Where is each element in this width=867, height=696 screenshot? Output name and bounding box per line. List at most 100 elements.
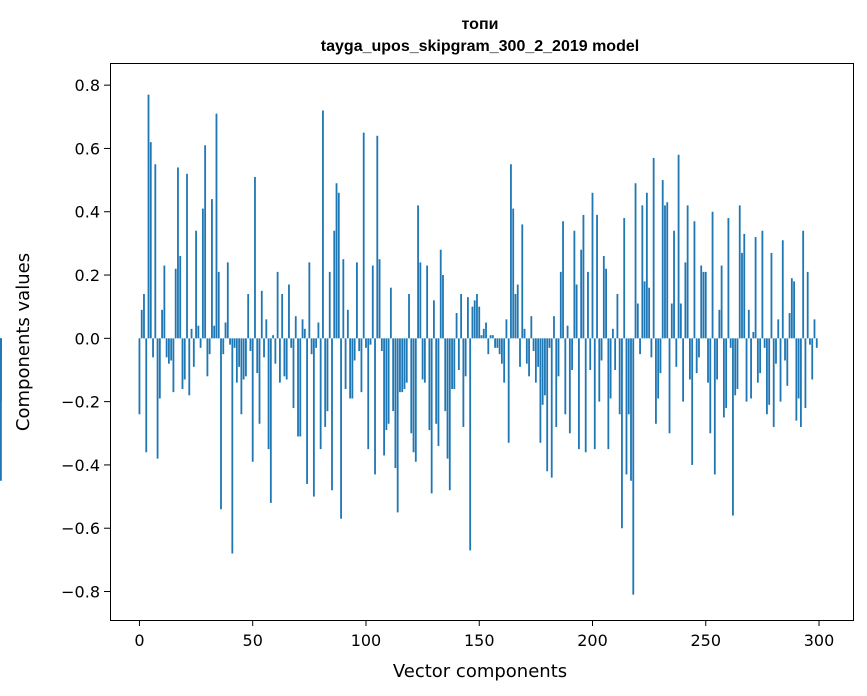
bar-92 [346,309,349,339]
bar-10 [161,309,163,339]
chart-title: топи [462,16,499,33]
bar-154 [487,338,490,355]
bar-22 [188,338,191,396]
bar-28 [201,208,204,339]
bar-239 [679,303,682,339]
bar-121 [412,338,415,453]
bar-288 [790,278,793,339]
bar-155 [489,335,492,339]
bar-263 [734,338,737,396]
bar-215 [625,338,628,475]
bar-32 [211,199,213,339]
bar-134 [442,275,444,339]
y-tick-label: 0.6 [75,139,100,158]
bar-74 [306,338,308,484]
bar-206 [605,268,607,339]
bar-113 [394,338,397,469]
bar-252 [709,338,712,434]
bar-95 [353,338,356,361]
bar-226 [650,338,653,358]
bar-102 [369,338,372,345]
bar-241 [684,262,687,339]
bar-83 [326,338,329,412]
y-tick-label: −0.2 [61,393,100,412]
bar-207 [607,338,610,450]
bar-169 [521,224,524,339]
bar-87 [335,183,338,339]
bar-269 [747,309,750,339]
bar-164 [510,164,512,339]
bar-133 [439,249,442,339]
bar-47 [245,338,247,377]
bar-138 [451,338,453,389]
bar-36 [220,338,222,510]
bar-152 [482,328,485,339]
bar-204 [600,338,603,361]
bar-149 [476,294,478,339]
bar-114 [396,338,399,513]
bar-228 [655,338,657,424]
bar-31 [208,338,211,355]
bar-287 [788,313,791,339]
bar-267 [743,233,746,339]
bar-184 [555,338,558,427]
bar-182 [550,338,553,478]
y-tick-label: 0.8 [75,76,100,95]
bar-197 [584,338,587,453]
bar-216 [627,338,630,415]
bar-171 [525,338,528,364]
bar-232 [664,205,666,339]
bar-268 [745,338,748,402]
bar-161 [503,338,506,383]
bar-105 [376,135,379,339]
bar-96 [356,262,358,339]
bar-273 [756,338,759,383]
bar-89 [340,338,342,519]
bar-104 [374,338,376,475]
bar-undefined [0,338,2,402]
bar-43 [235,338,238,383]
bar-151 [480,335,483,339]
bar-64 [283,338,286,377]
bar-265 [738,205,741,339]
bar-254 [713,338,716,475]
bar-99 [362,132,365,339]
bar-84 [328,271,331,339]
bar-146 [469,338,472,551]
bar-246 [695,338,698,374]
bar-294 [804,338,807,408]
bar-132 [437,338,440,446]
bar-37 [222,338,225,355]
bar-255 [716,338,718,380]
bar-52 [256,338,259,374]
bar-51 [254,176,256,339]
bar-67 [290,338,293,348]
bar-183 [553,316,555,339]
bar-167 [516,284,519,339]
bar-296 [809,338,811,345]
bar-23 [190,328,193,339]
bar-220 [636,303,639,339]
bar-undefined [0,338,2,481]
bar-227 [652,157,655,339]
bar-262 [732,338,734,516]
bar-98 [360,338,363,393]
bar-157 [494,338,496,348]
x-tick-label: 300 [804,631,835,650]
bar-30 [206,338,209,377]
bar-142 [460,294,463,339]
bar-236 [673,230,675,339]
bar-120 [410,338,413,434]
bar-260 [727,218,730,339]
bar-198 [587,271,589,339]
bar-88 [337,192,340,339]
bar-124 [419,262,422,339]
x-tick-label: 150 [464,631,495,650]
bar-271 [752,332,755,339]
bar-266 [741,252,743,339]
bar-200 [591,192,594,339]
bar-15 [172,338,175,393]
bar-94 [351,338,354,399]
bar-211 [616,294,619,339]
